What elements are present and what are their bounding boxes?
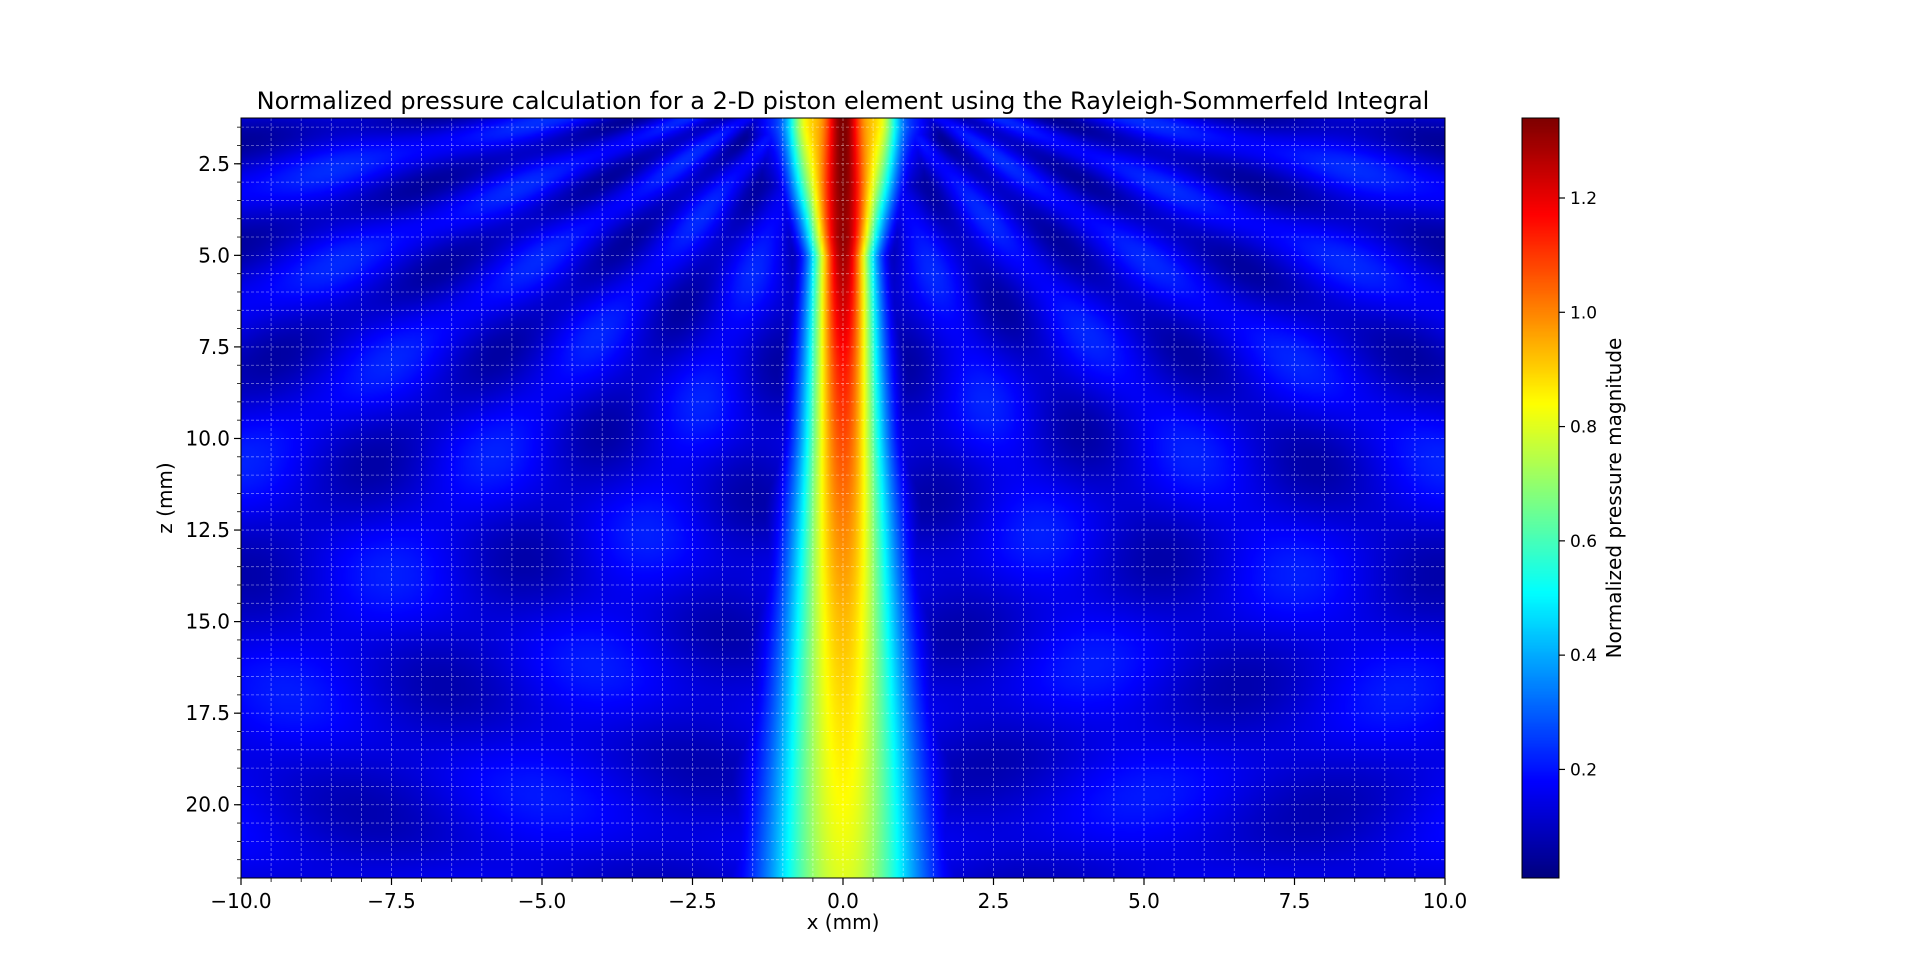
x-axis-ticks: −10.0 −7.5 −5.0 −2.5 0.0 2.5 5.0 7.5 10.0 [210,878,1467,913]
x-tick-label: 0.0 [827,889,859,913]
colorbar-ticks: 0.2 0.4 0.6 0.8 1.0 1.2 [1559,189,1597,780]
colorbar-label: Normalized pressure magnitude [1602,338,1626,659]
y-tick-label: 20.0 [185,793,230,817]
x-tick-label: 5.0 [1128,889,1160,913]
x-axis-label: x (mm) [807,910,880,934]
colorbar-tick-label: 0.6 [1570,532,1597,552]
x-tick-label: −7.5 [367,889,416,913]
y-tick-label: 2.5 [198,152,230,176]
y-tick-label: 5.0 [198,243,230,267]
x-tick-label: −2.5 [668,889,717,913]
chart-title: Normalized pressure calculation for a 2-… [257,87,1430,115]
x-tick-label: −5.0 [518,889,567,913]
y-tick-label: 7.5 [198,335,230,359]
grid-lines [240,118,1446,879]
y-tick-label: 15.0 [185,610,230,634]
colorbar-tick-label: 1.0 [1570,303,1597,323]
x-tick-label: −10.0 [210,889,271,913]
colorbar-tick-label: 1.2 [1570,189,1597,209]
colorbar-gradient [1522,118,1559,878]
y-tick-label: 10.0 [185,426,230,450]
y-tick-label: 12.5 [185,518,230,542]
x-tick-label: 10.0 [1423,889,1468,913]
x-tick-label: 7.5 [1279,889,1311,913]
y-axis-ticks: 2.5 5.0 7.5 10.0 12.5 15.0 17.5 20.0 [185,126,241,879]
pressure-heatmap [241,118,1445,878]
y-tick-label: 17.5 [185,701,230,725]
x-tick-label: 2.5 [978,889,1010,913]
colorbar-frame [1521,117,1560,879]
colorbar-tick-label: 0.8 [1570,418,1597,438]
colorbar-tick-label: 0.2 [1570,760,1597,780]
colorbar-tick-label: 0.4 [1570,646,1597,666]
y-axis-label: z (mm) [153,462,177,533]
